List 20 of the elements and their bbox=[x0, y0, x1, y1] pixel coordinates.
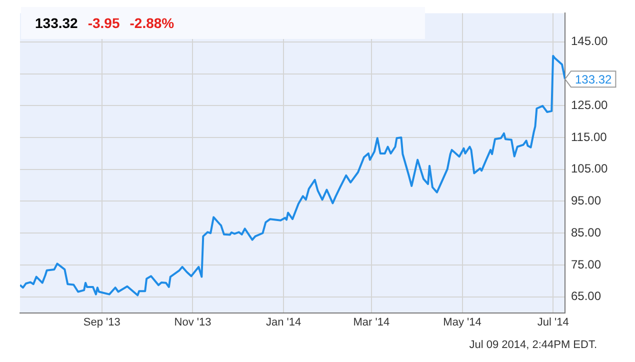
y-tick-label: 75.00 bbox=[571, 257, 602, 272]
y-tick-label: 65.00 bbox=[571, 289, 602, 304]
text: Jul 09 2014, 2:44PM EDT. bbox=[469, 339, 597, 351]
x-tick-label: Sep '13 bbox=[83, 316, 120, 328]
y-tick-label: 115.00 bbox=[571, 130, 608, 144]
x-tick-label: Jan '14 bbox=[266, 316, 302, 328]
y-tick-label: 125.00 bbox=[571, 98, 608, 112]
y-tick-label: 145.00 bbox=[571, 34, 608, 48]
price-header: 133.32 -3.95 -2.88% bbox=[21, 7, 425, 39]
annotation: 133.32 bbox=[575, 72, 612, 86]
x-tick-label: Jul '14 bbox=[537, 316, 569, 328]
x-tick-label: May '14 bbox=[443, 316, 482, 328]
x-tick-label: Nov '13 bbox=[174, 316, 212, 328]
annotation: 133.32 bbox=[35, 15, 78, 31]
annotation: -2.88% bbox=[130, 15, 174, 31]
annotation: -3.95 bbox=[88, 15, 120, 31]
y-tick-label: 95.00 bbox=[571, 194, 602, 208]
y-tick-label: 85.00 bbox=[571, 225, 602, 240]
y-tick-label: 105.00 bbox=[571, 162, 608, 176]
x-tick-label: Mar '14 bbox=[353, 316, 390, 328]
